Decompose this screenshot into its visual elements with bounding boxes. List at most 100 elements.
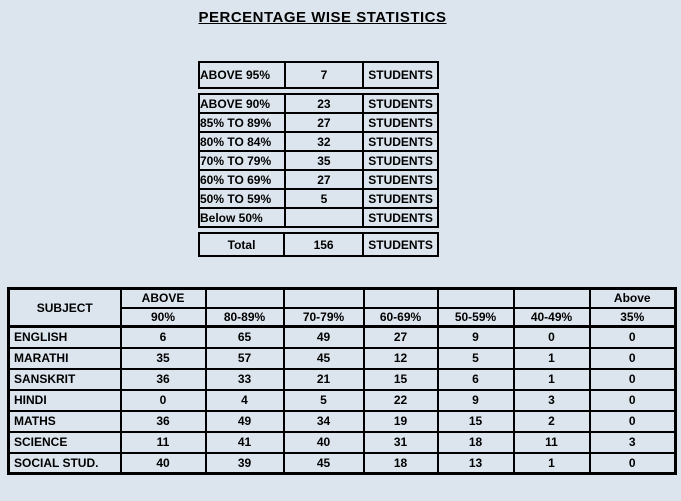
value-cell: 3	[512, 388, 591, 412]
range-label-cell: 80% TO 84%	[198, 131, 286, 152]
subject-cell: ENGLISH	[7, 325, 122, 349]
unit-cell: STUDENTS	[362, 232, 439, 257]
table-row: 50% TO 59% 5 STUDENTS	[198, 188, 439, 209]
count-cell: 32	[283, 131, 365, 152]
table-row: Total 156 STUDENTS	[197, 232, 439, 257]
value-cell: 0	[588, 388, 677, 412]
value-cell: 22	[362, 388, 439, 412]
table-row: ABOVE 95% 7 STUDENTS	[198, 61, 439, 89]
value-cell: 19	[362, 409, 439, 433]
header-top-cell: ABOVE	[119, 287, 207, 309]
value-cell: 36	[119, 409, 207, 433]
table-row: SANSKRIT 36 33 21 15 6 1 0	[7, 367, 677, 391]
table-row: MARATHI 35 57 45 12 5 1 0	[7, 346, 677, 370]
value-cell: 0	[588, 325, 677, 349]
range-label-cell: Below 50%	[198, 207, 286, 228]
value-cell: 57	[204, 346, 285, 370]
value-cell: 49	[204, 409, 285, 433]
value-cell: 9	[436, 388, 515, 412]
count-cell: 35	[283, 150, 365, 171]
unit-cell: STUDENTS	[362, 131, 439, 152]
subject-cell: MARATHI	[7, 346, 122, 370]
total-count-cell: 156	[283, 232, 365, 257]
value-cell: 5	[436, 346, 515, 370]
count-cell: 27	[283, 169, 365, 190]
header-bottom-cell: 50-59%	[436, 306, 515, 328]
table-row: HINDI 0 4 5 22 9 3 0	[7, 388, 677, 412]
value-cell: 0	[512, 325, 591, 349]
count-cell: 7	[283, 61, 365, 89]
header-top-cell	[282, 287, 365, 309]
header-bottom-cell: 35%	[588, 306, 677, 328]
header-bottom-cell: 90%	[119, 306, 207, 328]
subject-cell: SANSKRIT	[7, 367, 122, 391]
value-cell: 4	[204, 388, 285, 412]
header-bottom-cell: 40-49%	[512, 306, 591, 328]
value-cell: 27	[362, 325, 439, 349]
value-cell: 11	[119, 430, 207, 454]
unit-cell: STUDENTS	[362, 93, 439, 114]
table-row: Below 50% STUDENTS	[198, 207, 439, 228]
value-cell: 1	[512, 367, 591, 391]
summary-table-above-95: ABOVE 95% 7 STUDENTS	[198, 61, 439, 89]
table-row: ENGLISH 6 65 49 27 9 0 0	[7, 325, 677, 349]
unit-cell: STUDENTS	[362, 112, 439, 133]
subject-header-cell: SUBJECT	[7, 287, 122, 328]
range-label-cell: ABOVE 95%	[198, 61, 286, 89]
summary-table-ranges: ABOVE 90% 23 STUDENTS 85% TO 89% 27 STUD…	[198, 93, 439, 228]
header-row-bottom: 90% 80-89% 70-79% 60-69% 50-59% 40-49% 3…	[9, 306, 677, 328]
value-cell: 6	[436, 367, 515, 391]
value-cell: 33	[204, 367, 285, 391]
header-top-cell	[436, 287, 515, 309]
value-cell: 15	[436, 409, 515, 433]
summary-table-total: Total 156 STUDENTS	[197, 232, 439, 257]
table-row: 70% TO 79% 35 STUDENTS	[198, 150, 439, 171]
value-cell: 40	[282, 430, 365, 454]
value-cell: 21	[282, 367, 365, 391]
unit-cell: STUDENTS	[362, 207, 439, 228]
header-top-cell	[204, 287, 285, 309]
header-top-cell: Above	[588, 287, 677, 309]
value-cell: 45	[282, 346, 365, 370]
value-cell: 6	[119, 325, 207, 349]
subject-cell: SCIENCE	[7, 430, 122, 454]
value-cell: 0	[588, 409, 677, 433]
value-cell: 2	[512, 409, 591, 433]
unit-cell: STUDENTS	[362, 188, 439, 209]
unit-cell: STUDENTS	[362, 150, 439, 171]
value-cell: 9	[436, 325, 515, 349]
value-cell: 18	[362, 451, 439, 475]
count-cell: 5	[283, 188, 365, 209]
value-cell: 39	[204, 451, 285, 475]
value-cell: 36	[119, 367, 207, 391]
range-label-cell: 60% TO 69%	[198, 169, 286, 190]
value-cell: 34	[282, 409, 365, 433]
header-top-cell	[362, 287, 439, 309]
value-cell: 15	[362, 367, 439, 391]
value-cell: 40	[119, 451, 207, 475]
value-cell: 35	[119, 346, 207, 370]
value-cell: 1	[512, 451, 591, 475]
header-bottom-cell: 70-79%	[282, 306, 365, 328]
table-row: 85% TO 89% 27 STUDENTS	[198, 112, 439, 133]
value-cell: 1	[512, 346, 591, 370]
subject-table: SUBJECT ABOVE Above 90% 80-89% 70-79% 60…	[7, 287, 677, 475]
value-cell: 18	[436, 430, 515, 454]
value-cell: 45	[282, 451, 365, 475]
range-label-cell: 85% TO 89%	[198, 112, 286, 133]
value-cell: 11	[512, 430, 591, 454]
value-cell: 0	[588, 346, 677, 370]
value-cell: 0	[588, 451, 677, 475]
table-row: SCIENCE 11 41 40 31 18 11 3	[7, 430, 677, 454]
value-cell: 5	[282, 388, 365, 412]
count-cell: 23	[283, 93, 365, 114]
value-cell: 13	[436, 451, 515, 475]
value-cell: 65	[204, 325, 285, 349]
page-title: PERCENTAGE WISE STATISTICS	[198, 9, 447, 26]
count-cell: 27	[283, 112, 365, 133]
header-row-top: SUBJECT ABOVE Above	[7, 287, 677, 328]
summary-section: ABOVE 95% 7 STUDENTS ABOVE 90% 23 STUDEN…	[197, 61, 439, 257]
value-cell: 12	[362, 346, 439, 370]
value-cell: 31	[362, 430, 439, 454]
unit-cell: STUDENTS	[362, 169, 439, 190]
